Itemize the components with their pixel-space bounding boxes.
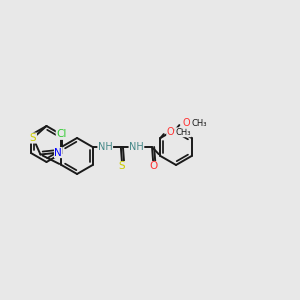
- Text: CH₃: CH₃: [191, 119, 206, 128]
- Text: O: O: [167, 127, 174, 137]
- Text: S: S: [118, 161, 125, 172]
- Text: NH: NH: [98, 142, 112, 152]
- Text: N: N: [55, 148, 62, 158]
- Text: CH₃: CH₃: [176, 128, 191, 137]
- Text: S: S: [30, 133, 36, 143]
- Text: Cl: Cl: [56, 129, 67, 140]
- Text: O: O: [149, 161, 157, 172]
- Text: O: O: [182, 118, 190, 128]
- Text: NH: NH: [129, 142, 144, 152]
